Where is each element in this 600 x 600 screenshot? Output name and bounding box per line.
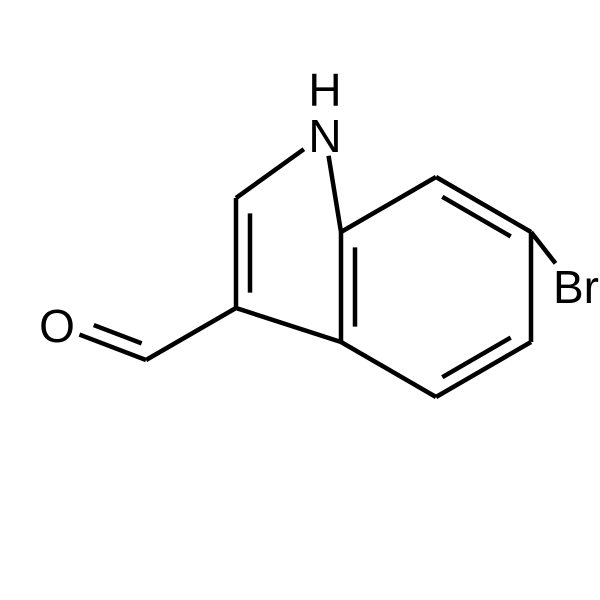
bond-line [236,308,341,342]
bond-line [236,149,304,198]
bond-line [341,177,436,232]
bond-line [436,342,531,397]
atom-label: H [308,64,341,116]
atom-label: Br [553,261,599,313]
bond-line [341,342,436,397]
bond-line [531,232,556,263]
bond-line [79,335,146,360]
atom-label: N [308,110,341,162]
bond-line [436,177,531,232]
bond-line [329,156,341,232]
bond-line [146,308,236,360]
atom-label: O [39,300,75,352]
